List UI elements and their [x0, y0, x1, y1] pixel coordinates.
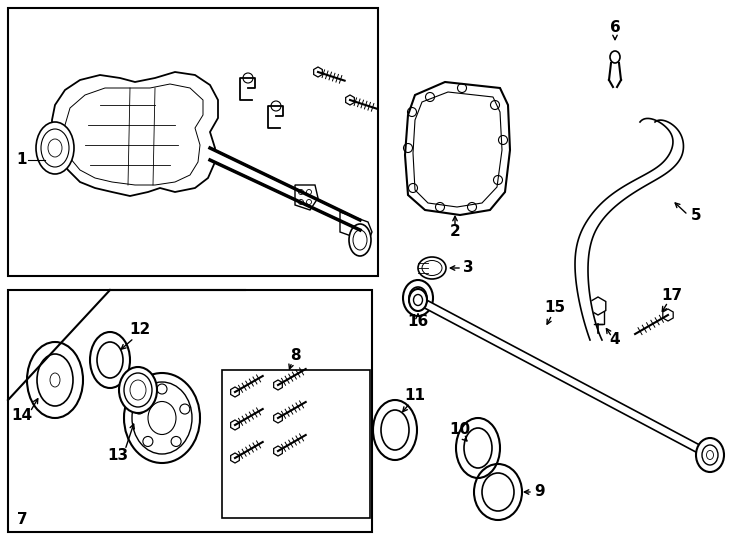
Ellipse shape	[418, 257, 446, 279]
Polygon shape	[230, 420, 239, 430]
Polygon shape	[313, 67, 322, 77]
Ellipse shape	[148, 402, 176, 435]
Text: 11: 11	[404, 388, 426, 402]
Bar	[592, 306, 604, 324]
Text: 10: 10	[449, 422, 470, 437]
Ellipse shape	[349, 224, 371, 256]
Text: 7: 7	[17, 512, 27, 528]
Polygon shape	[663, 309, 673, 321]
Bar	[222, 370, 370, 518]
Polygon shape	[295, 185, 318, 210]
Ellipse shape	[409, 289, 427, 311]
Polygon shape	[416, 296, 712, 458]
Bar	[8, 8, 378, 276]
Text: 16: 16	[407, 314, 429, 329]
Polygon shape	[590, 297, 606, 315]
Ellipse shape	[36, 122, 74, 174]
Text: 5: 5	[691, 207, 701, 222]
Text: 2: 2	[450, 225, 460, 240]
Polygon shape	[230, 453, 239, 463]
Polygon shape	[274, 380, 283, 390]
Polygon shape	[575, 118, 683, 340]
Ellipse shape	[119, 367, 157, 413]
Polygon shape	[405, 82, 510, 215]
Text: 13: 13	[107, 448, 128, 462]
Text: 9: 9	[534, 484, 545, 500]
Polygon shape	[274, 413, 283, 423]
Text: 6: 6	[610, 21, 620, 36]
Text: 17: 17	[661, 287, 683, 302]
Ellipse shape	[696, 438, 724, 472]
Text: 15: 15	[545, 300, 566, 315]
Text: 14: 14	[12, 408, 32, 422]
Polygon shape	[346, 95, 355, 105]
Text: 4: 4	[610, 333, 620, 348]
Ellipse shape	[124, 373, 200, 463]
Text: 12: 12	[129, 322, 150, 338]
Text: 3: 3	[462, 260, 473, 275]
Polygon shape	[274, 446, 283, 456]
Text: 1: 1	[17, 152, 27, 167]
Polygon shape	[340, 212, 372, 242]
Polygon shape	[230, 387, 239, 397]
Text: 8: 8	[290, 348, 300, 362]
